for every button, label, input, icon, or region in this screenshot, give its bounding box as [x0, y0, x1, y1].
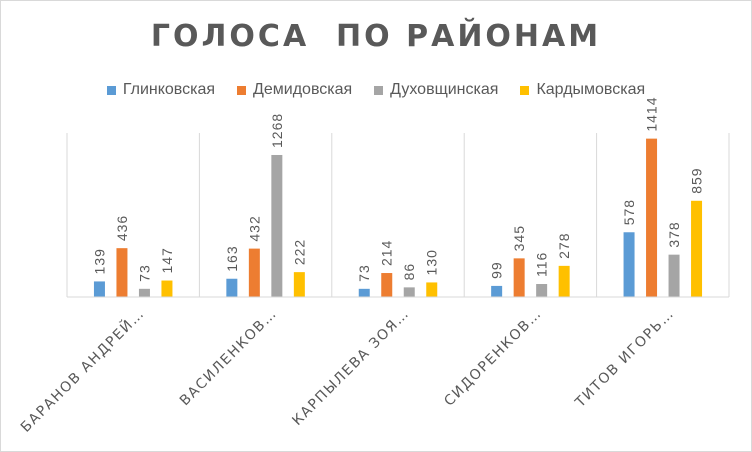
bar [536, 284, 548, 297]
bar [513, 258, 525, 297]
chart-legend: Глинковская Демидовская Духовщинская Кар… [1, 81, 751, 99]
legend-swatch [106, 85, 116, 95]
category-label: ТИТОВ ИГОРЬ… [572, 306, 678, 412]
bar [381, 273, 393, 297]
bar [226, 278, 238, 297]
legend-swatch [237, 85, 247, 95]
legend-label: Глинковская [122, 81, 216, 98]
data-label: 1414 [644, 96, 660, 131]
data-label: 163 [224, 245, 240, 271]
legend-swatch [374, 85, 384, 95]
chart-title: ГОЛОСА ПО РАЙОНАМ [150, 19, 602, 54]
legend-label: Демидовская [253, 81, 353, 98]
data-label: 130 [424, 249, 440, 275]
bar [138, 288, 150, 297]
bar [491, 285, 503, 297]
bar [403, 287, 415, 297]
bar [293, 272, 305, 297]
bar [248, 248, 260, 297]
data-label: 73 [136, 264, 152, 282]
category-label: ВАСИЛЕНКОВ… [177, 306, 281, 410]
data-label: 1268 [269, 113, 285, 148]
bar [161, 280, 173, 297]
legend-item: Демидовская [237, 81, 352, 99]
data-label: 278 [556, 233, 572, 259]
data-label: 859 [689, 167, 705, 193]
bar [358, 288, 370, 297]
bar [271, 154, 283, 297]
legend-item: Духовщинская [374, 81, 498, 99]
bar [116, 248, 128, 297]
data-label: 139 [91, 248, 107, 274]
data-label: 73 [356, 264, 372, 282]
legend-item: Глинковская [106, 81, 216, 99]
legend-swatch [520, 85, 530, 95]
data-label: 436 [114, 215, 130, 241]
legend-label: Кардымовская [536, 81, 646, 98]
data-label: 378 [666, 221, 682, 247]
category-label: КАРПЫЛЕВА ЗОЯ… [289, 306, 412, 429]
data-label: 86 [401, 263, 417, 281]
bar [426, 282, 438, 297]
data-label: 222 [291, 239, 307, 265]
bar [93, 281, 105, 297]
bar [668, 254, 680, 297]
data-label: 214 [379, 240, 395, 266]
data-label: 578 [621, 199, 637, 225]
data-label: 116 [534, 252, 550, 277]
category-label: СИДОРЕНКОВ… [441, 306, 545, 410]
data-label: 99 [489, 261, 505, 279]
bar [623, 232, 635, 297]
legend-label: Духовщинская [390, 81, 499, 98]
data-label: 147 [159, 247, 175, 273]
legend-item: Кардымовская [520, 81, 645, 99]
bar [646, 138, 658, 297]
category-label: БАРАНОВ АНДРЕЙ… [16, 304, 148, 436]
data-label: 345 [511, 225, 527, 251]
bar [691, 200, 703, 297]
data-label: 432 [246, 215, 262, 241]
bar [558, 265, 570, 297]
